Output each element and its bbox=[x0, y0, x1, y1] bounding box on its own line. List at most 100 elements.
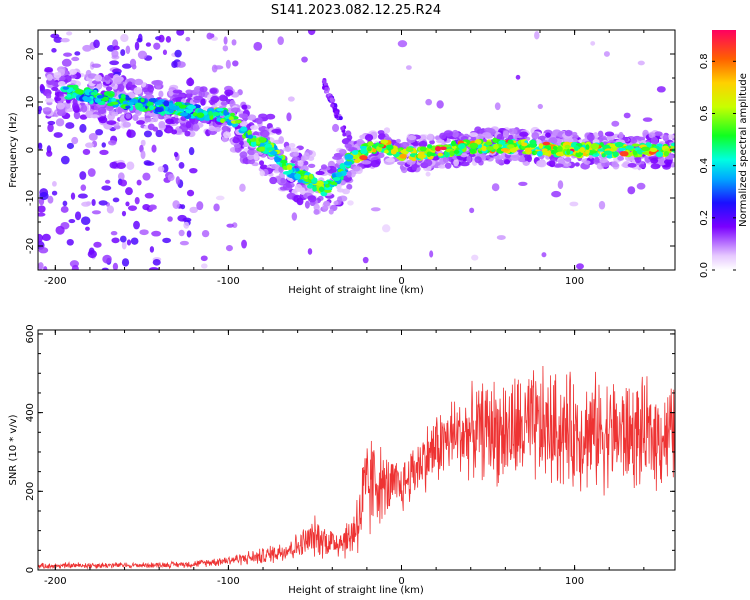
colorbar-axis: 0.0 0.2 0.4 0.6 0.8 bbox=[699, 53, 736, 278]
noise-blob bbox=[469, 207, 475, 214]
noise-blob bbox=[145, 42, 152, 47]
halo-blob bbox=[574, 162, 580, 167]
noise-blob bbox=[551, 190, 562, 198]
noise-blob bbox=[541, 252, 547, 258]
halo-blob bbox=[125, 113, 132, 119]
noise-blob bbox=[611, 120, 620, 127]
noise-blob bbox=[60, 206, 69, 213]
y-tick-label: 20 bbox=[25, 48, 36, 61]
noise-blob bbox=[196, 201, 204, 211]
noise-blob bbox=[51, 190, 58, 196]
noise-blob bbox=[287, 96, 295, 102]
colorbar-tick-label: 0.0 bbox=[699, 262, 710, 278]
noise-blob bbox=[382, 224, 391, 233]
halo-blob bbox=[63, 75, 72, 83]
noise-blob bbox=[162, 237, 172, 244]
halo-blob bbox=[55, 97, 62, 102]
ridge-blob bbox=[550, 149, 556, 155]
x-tick-label: 100 bbox=[565, 576, 584, 587]
halo-blob bbox=[271, 128, 281, 134]
halo-blob bbox=[247, 158, 255, 165]
halo-blob bbox=[460, 152, 468, 158]
ridge-blob bbox=[247, 129, 252, 136]
noise-blob bbox=[165, 35, 172, 43]
noise-blob bbox=[286, 112, 292, 122]
halo-blob bbox=[332, 155, 342, 160]
noise-blob bbox=[68, 218, 76, 224]
halo-blob bbox=[442, 156, 449, 163]
noise-blob bbox=[496, 235, 506, 240]
ridge-blob bbox=[312, 185, 317, 192]
halo-blob bbox=[294, 184, 303, 192]
ridge-blob bbox=[486, 146, 495, 151]
y-tick-label: -10 bbox=[25, 190, 36, 206]
ridge-blob bbox=[601, 153, 606, 158]
ridge-blob bbox=[280, 159, 288, 164]
x-tick-label: -200 bbox=[44, 576, 67, 587]
ridge-blob bbox=[297, 179, 303, 183]
halo-blob bbox=[185, 121, 192, 129]
ridge-blob bbox=[538, 143, 544, 149]
ridge-blob bbox=[286, 164, 293, 171]
halo-blob bbox=[361, 160, 372, 165]
noise-blob bbox=[200, 263, 208, 269]
halo-blob bbox=[158, 120, 166, 129]
y-tick-label: 10 bbox=[25, 96, 36, 109]
ridge-blob bbox=[566, 148, 571, 155]
noise-blob bbox=[222, 45, 229, 52]
ridge-blob bbox=[108, 93, 115, 97]
halo-blob bbox=[597, 130, 604, 138]
noise-blob bbox=[111, 49, 119, 58]
ridge-blob bbox=[168, 109, 174, 114]
ridge-blob bbox=[94, 98, 102, 103]
halo-blob bbox=[563, 137, 574, 144]
ridge-blob bbox=[306, 184, 314, 189]
ridge-blob bbox=[339, 162, 346, 170]
halo-blob bbox=[627, 162, 637, 168]
snr-y-axis: 0 200 400 600 bbox=[25, 324, 675, 573]
snr-x-axis: -200 -100 0 100 bbox=[44, 330, 645, 587]
halo-blob bbox=[429, 139, 435, 145]
ridge-blob bbox=[524, 147, 532, 153]
ridge-blob bbox=[603, 150, 613, 156]
noise-blob bbox=[189, 206, 199, 214]
halo-blob bbox=[451, 129, 459, 138]
noise-blob bbox=[47, 195, 54, 204]
halo-blob bbox=[147, 123, 155, 131]
noise-blob bbox=[134, 41, 140, 51]
halo-blob bbox=[52, 81, 60, 88]
ridge-blob bbox=[453, 149, 460, 154]
noise-blob bbox=[112, 262, 119, 270]
noise-blob bbox=[125, 45, 131, 55]
noise-blob bbox=[151, 144, 157, 153]
halo-blob bbox=[247, 148, 256, 156]
ridge-blob bbox=[240, 126, 248, 132]
noise-blob bbox=[151, 230, 162, 237]
noise-blob bbox=[125, 201, 130, 207]
noise-blob bbox=[43, 266, 48, 270]
noise-blob bbox=[55, 225, 65, 235]
ridge-blob bbox=[120, 94, 126, 99]
ridge-blob bbox=[154, 107, 164, 113]
ridge-blob bbox=[297, 170, 306, 175]
streak-blob bbox=[334, 110, 339, 115]
halo-blob bbox=[644, 155, 651, 163]
noise-blob bbox=[101, 267, 109, 270]
halo-blob bbox=[158, 90, 164, 98]
noise-blob bbox=[175, 176, 181, 185]
noise-blob bbox=[201, 229, 210, 238]
halo-blob bbox=[346, 170, 352, 178]
halo-blob bbox=[548, 137, 558, 145]
halo-blob bbox=[563, 161, 572, 167]
noise-blob bbox=[62, 200, 68, 207]
noise-blob bbox=[223, 36, 228, 45]
noise-blob bbox=[60, 155, 70, 165]
noise-blob bbox=[137, 50, 148, 60]
noise-blob bbox=[518, 181, 528, 187]
noise-blob bbox=[253, 41, 263, 51]
ridge-blob bbox=[179, 112, 189, 117]
noise-blob bbox=[80, 184, 87, 191]
halo-blob bbox=[356, 138, 364, 146]
halo-blob bbox=[132, 114, 139, 122]
